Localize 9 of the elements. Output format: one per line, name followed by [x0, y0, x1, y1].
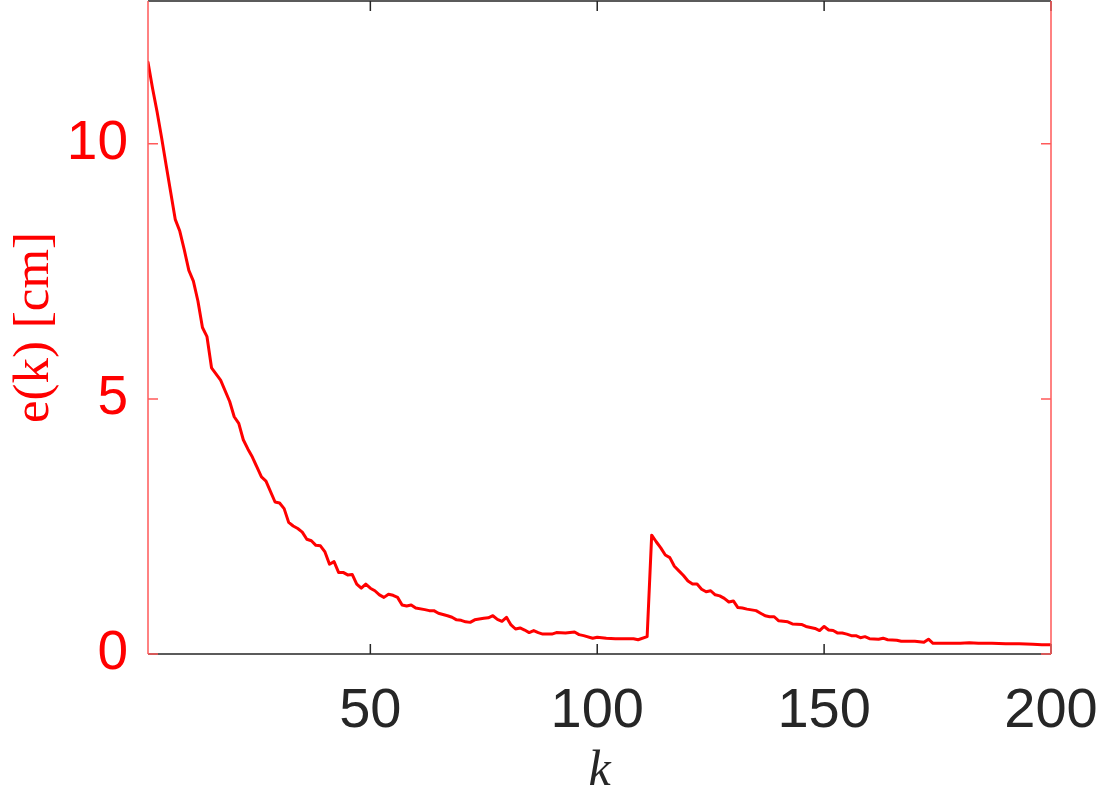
x-tick-label: 50	[339, 676, 402, 740]
x-tick-label: 150	[777, 676, 871, 740]
y-tick-label: 10	[66, 109, 128, 172]
y-tick-label: 0	[97, 619, 128, 682]
y-tick-label: 5	[97, 364, 128, 427]
y-axis-title: e(k) [cm]	[2, 231, 59, 424]
x-tick-label: 200	[1004, 676, 1097, 740]
x-tick-label: 100	[550, 676, 644, 740]
x-axis-title: k	[588, 739, 612, 794]
